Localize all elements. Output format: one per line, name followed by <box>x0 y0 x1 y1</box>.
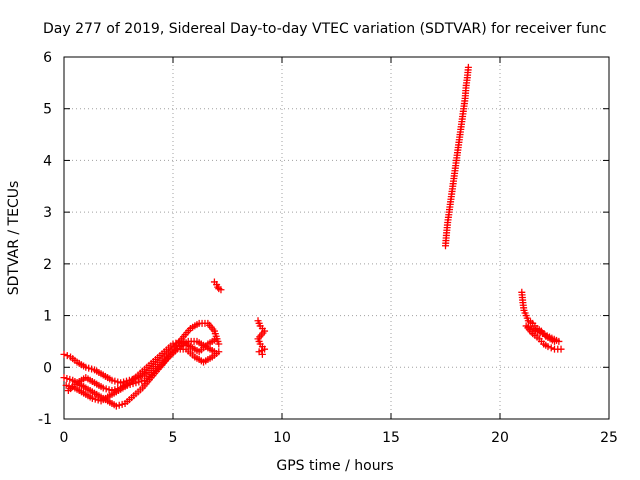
series-segment-21h <box>518 288 565 353</box>
series-segment-9h <box>254 317 269 358</box>
y-tick-label: 0 <box>43 360 52 376</box>
x-tick-label: 10 <box>273 430 291 446</box>
x-tick-label: 25 <box>600 430 618 446</box>
data-point <box>210 348 218 356</box>
x-tick-label: 0 <box>60 430 69 446</box>
data-point <box>544 343 552 351</box>
data-points <box>60 63 565 410</box>
y-tick-label: 4 <box>43 153 52 169</box>
series-track-a <box>60 319 223 387</box>
data-point <box>213 335 221 343</box>
x-tick-label: 5 <box>169 430 178 446</box>
y-tick-label: 6 <box>43 50 52 66</box>
data-point <box>557 345 565 353</box>
y-axis-label: SDTVAR / TECUs <box>6 181 22 296</box>
y-tick-label: 3 <box>43 205 52 221</box>
y-tick-label: 5 <box>43 102 52 118</box>
data-point <box>464 63 472 71</box>
x-axis-label: GPS time / hours <box>276 458 393 474</box>
series-segment-7h <box>210 278 225 294</box>
grid <box>64 57 609 419</box>
data-point <box>63 352 71 360</box>
axis-ticks: 0 5 10 15 20 25 -1 0 1 2 3 4 5 6 <box>38 50 618 446</box>
data-point <box>60 350 68 358</box>
series-segment-18h <box>442 63 472 250</box>
series-track-d <box>62 337 218 405</box>
chart-title: Day 277 of 2019, Sidereal Day-to-day VTE… <box>43 21 607 37</box>
x-tick-label: 20 <box>491 430 509 446</box>
data-point <box>217 286 225 294</box>
y-tick-label: -1 <box>38 412 52 428</box>
y-tick-label: 1 <box>43 309 52 325</box>
data-point <box>547 344 555 352</box>
data-point <box>215 340 223 348</box>
plot-frame <box>63 56 610 420</box>
x-tick-label: 15 <box>382 430 400 446</box>
data-point <box>258 350 266 358</box>
y-tick-label: 2 <box>43 257 52 273</box>
